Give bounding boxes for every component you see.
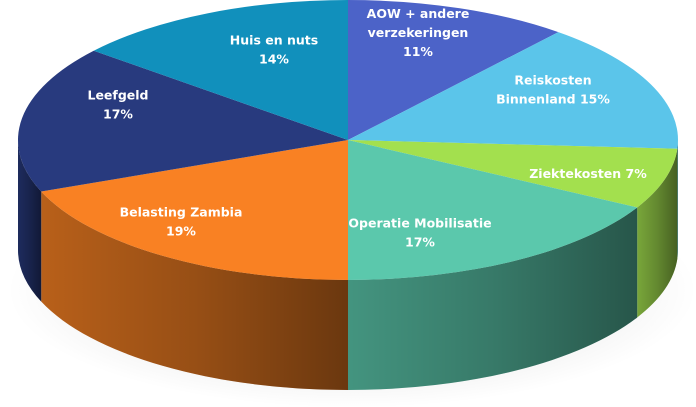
slice-leefgeld[interactable] [18, 50, 349, 192]
side-shading-operatie-mobilisatie [348, 207, 638, 390]
side-shading-leefgeld [18, 140, 42, 302]
pie-side-walls [18, 140, 678, 390]
pie-top-slices [18, 0, 678, 280]
side-shading-reiskosten-binnenland [677, 140, 678, 259]
slice-huis-en-nuts[interactable] [93, 0, 349, 140]
data-label-ziektekosten: Ziektekosten 7% [529, 166, 647, 181]
slice-aow-andere-verzekeringen[interactable] [348, 0, 559, 140]
side-shading-ziektekosten [637, 148, 678, 318]
data-label-belasting-zambia: Belasting Zambia 19% [120, 205, 243, 239]
data-label-reiskosten-binnenland: Reiskosten Binnenland 15% [496, 73, 610, 107]
data-label-operatie-mobilisatie: Operatie Mobilisatie 17% [348, 216, 491, 250]
data-label-aow-andere-verzekeringen: AOW + andere verzekeringen 11% [367, 6, 470, 59]
slice-reiskosten-binnenland[interactable] [348, 32, 678, 149]
slice-operatie-mobilisatie[interactable] [348, 140, 638, 280]
slice-ziektekosten[interactable] [348, 140, 678, 208]
pie-data-labels: AOW + andere verzekeringen 11% Reiskosten Bi… [87, 6, 647, 250]
data-label-leefgeld: Leefgeld 17% [87, 88, 148, 122]
data-label-huis-en-nuts: Huis en nuts 14% [230, 33, 318, 67]
slice-belasting-zambia[interactable] [41, 140, 348, 280]
side-shading-belasting-zambia [41, 191, 348, 390]
